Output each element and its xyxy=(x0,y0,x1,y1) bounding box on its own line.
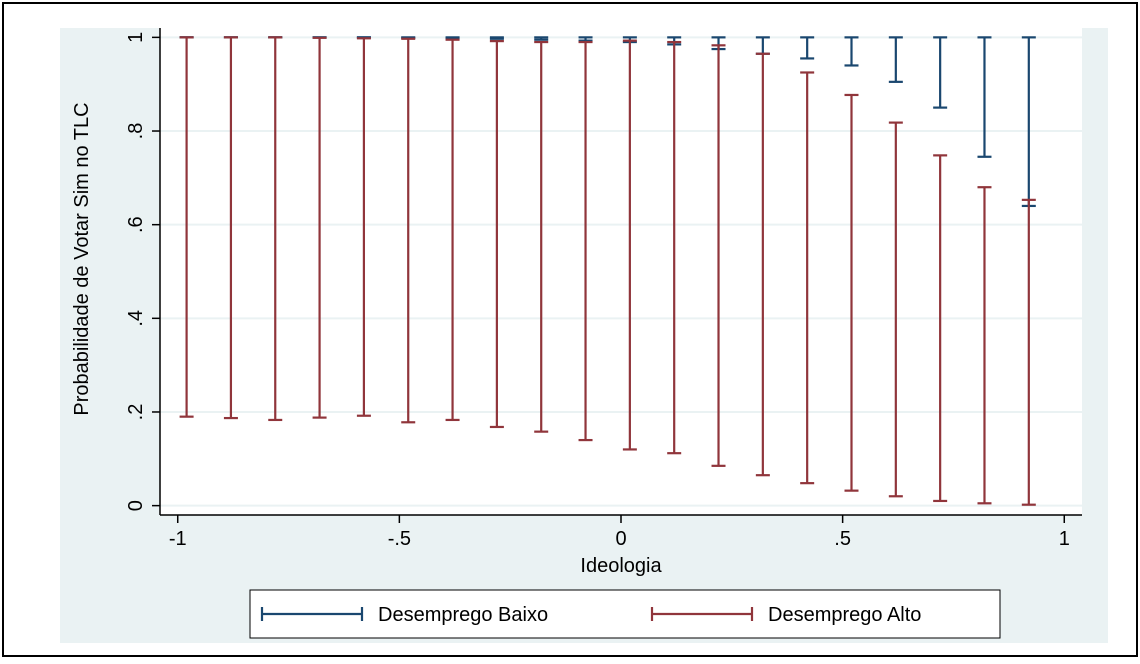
x-tick-label: 0 xyxy=(615,528,626,550)
x-tick-label: .5 xyxy=(834,528,851,550)
y-tick-label: 0 xyxy=(125,500,147,511)
plot-area xyxy=(160,28,1082,515)
y-tick-label: .8 xyxy=(125,123,147,140)
x-tick-label: -1 xyxy=(169,528,187,550)
y-tick-label: .2 xyxy=(125,404,147,421)
y-tick-label: 1 xyxy=(125,32,147,43)
x-axis-label: Ideologia xyxy=(580,555,662,577)
y-tick-label: .6 xyxy=(125,216,147,233)
legend-label: Desemprego Alto xyxy=(768,604,921,626)
x-tick-label: 1 xyxy=(1059,528,1070,550)
y-axis-label: Probabilidade de Votar Sim no TLC xyxy=(71,102,93,415)
y-tick-label: .4 xyxy=(125,310,147,327)
series-desemprego-alto xyxy=(179,36,1036,506)
legend-label: Desemprego Baixo xyxy=(378,604,548,626)
x-tick-label: -.5 xyxy=(388,528,411,550)
legend-box xyxy=(249,589,1001,639)
x-ticks: -1 -.5 0 .5 1 xyxy=(169,515,1070,550)
legend: Desemprego Baixo Desemprego Alto xyxy=(249,589,1001,639)
y-ticks: 0 .2 .4 .6 .8 1 xyxy=(125,32,160,511)
error-bars xyxy=(179,36,1036,506)
